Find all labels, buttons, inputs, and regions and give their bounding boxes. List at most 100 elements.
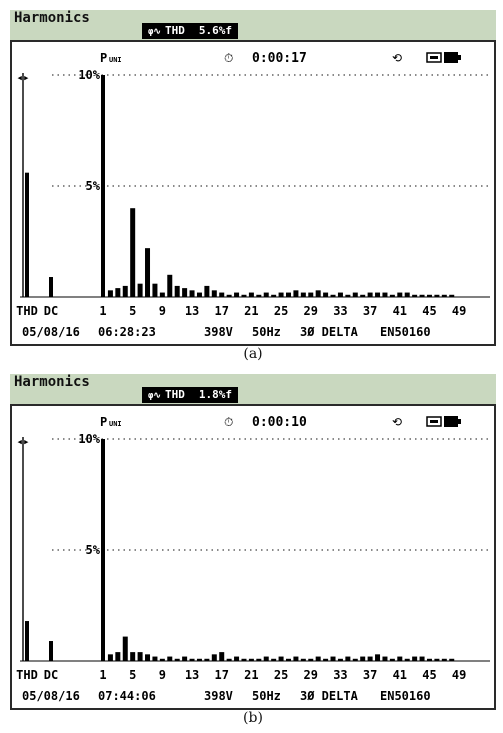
- bar-37: [367, 292, 373, 297]
- bar-17: [219, 652, 225, 661]
- caption-b: (b): [243, 710, 263, 726]
- header-bar: Harmonics φ∿ THD 1.8%f: [10, 374, 496, 404]
- battery-icon: [426, 52, 461, 63]
- bar-2: [107, 654, 113, 661]
- bar-2: [107, 290, 113, 297]
- thd-readout: φ∿ THD 1.8%f: [142, 387, 238, 403]
- cursor-arrows-icon: ◂▸: [16, 435, 29, 448]
- bar-7: [145, 654, 151, 661]
- x-tick-label: 5: [129, 668, 136, 682]
- bar-38: [375, 654, 381, 661]
- bar-16: [211, 654, 217, 661]
- bar-45: [426, 294, 432, 297]
- bar-44: [419, 294, 425, 297]
- bar-23: [263, 656, 269, 661]
- battery-tip-icon: [458, 55, 461, 60]
- bar-28: [300, 658, 306, 661]
- bar-32: [330, 294, 336, 297]
- thd-label: THD: [164, 24, 185, 37]
- bar-37: [367, 656, 373, 661]
- cursor-arrows-icon: ◂▸: [16, 71, 29, 84]
- bar-8: [152, 656, 158, 661]
- bar-43: [412, 656, 418, 661]
- bar-40: [389, 658, 395, 661]
- bar-47: [441, 658, 447, 661]
- x-tick-label: 49: [452, 304, 466, 318]
- bar-34: [345, 294, 351, 297]
- analyzer-screen-b: Harmonics φ∿ THD 1.8%f P UNI ⏱ 0:00:10 ⟲ 10% 5% ◂…: [10, 374, 496, 710]
- x-tick-label: 17: [214, 668, 228, 682]
- y-tick-label: 10%: [78, 432, 100, 446]
- bar-33: [337, 292, 343, 297]
- bar-11: [174, 285, 180, 297]
- bar-19: [234, 292, 240, 297]
- bar-30: [315, 656, 321, 661]
- elapsed-time: 0:00:10: [252, 415, 307, 430]
- thd-value: 1.8%f: [198, 388, 232, 401]
- bar-45: [426, 658, 432, 661]
- bar-11: [174, 658, 180, 661]
- footer-time: 07:44:06: [98, 689, 156, 703]
- x-tick-label: 41: [393, 668, 407, 682]
- bar-THD: [25, 621, 29, 661]
- mode-sub-label: UNI: [109, 420, 122, 428]
- x-tick-label: 45: [422, 668, 436, 682]
- battery-body-icon: [444, 416, 458, 427]
- bar-24: [271, 294, 277, 297]
- bar-35: [352, 292, 358, 297]
- x-tick-label: DC: [44, 668, 58, 682]
- x-tick-label: 41: [393, 304, 407, 318]
- footer-voltage: 398V: [204, 325, 233, 339]
- bar-5: [130, 208, 136, 297]
- mode-sub-label: UNI: [109, 56, 122, 64]
- footer-time: 06:28:23: [98, 325, 156, 339]
- bar-1: [101, 439, 105, 661]
- thd-readout: φ∿ THD 5.6%f: [142, 23, 238, 39]
- bar-7: [145, 248, 151, 297]
- footer-standard: EN50160: [380, 325, 431, 339]
- bar-39: [382, 292, 388, 297]
- bar-20: [241, 658, 247, 661]
- mode-label: P: [100, 415, 107, 429]
- harmonics-chart: P UNI ⏱ 0:00:17 ⟲ 10% 5% ◂▸ THD DC 1 5 9 13 17 21 25 29 33…: [16, 51, 490, 339]
- bar-8: [152, 283, 158, 297]
- y-tick-label: 10%: [78, 68, 100, 82]
- chart-area: P UNI ⏱ 0:00:17 ⟲ 10% 5% ◂▸ THD DC 1 5 9 13 17 21 25 29 33…: [10, 40, 496, 346]
- x-tick-label: 21: [244, 668, 258, 682]
- bar-9: [159, 292, 165, 297]
- bar-17: [219, 292, 225, 297]
- x-tick-label: 45: [422, 304, 436, 318]
- x-tick-label: 13: [185, 668, 199, 682]
- footer-voltage: 398V: [204, 689, 233, 703]
- footer-frequency: 50Hz: [252, 325, 281, 339]
- bar-28: [300, 292, 306, 297]
- bar-3: [115, 288, 121, 297]
- x-tick-label: 49: [452, 668, 466, 682]
- x-tick-label: 1: [99, 304, 106, 318]
- bar-48: [449, 658, 455, 661]
- recycle-icon: ⟲: [392, 415, 402, 429]
- bar-38: [375, 292, 381, 297]
- bar-44: [419, 656, 425, 661]
- recycle-icon: ⟲: [392, 51, 402, 65]
- bar-6: [137, 283, 143, 297]
- bar-48: [449, 294, 455, 297]
- x-tick-label: DC: [44, 304, 58, 318]
- bar-31: [323, 292, 329, 297]
- bar-40: [389, 294, 395, 297]
- bar-22: [256, 658, 262, 661]
- thd-label: THD: [164, 388, 185, 401]
- bar-39: [382, 656, 388, 661]
- x-tick-label: 9: [159, 304, 166, 318]
- bar-42: [404, 292, 410, 297]
- bar-9: [159, 658, 165, 661]
- y-tick-label: 5%: [86, 179, 101, 193]
- bar-26: [286, 658, 291, 661]
- phase-icon: φ∿: [148, 391, 161, 401]
- x-tick-label: 33: [333, 668, 347, 682]
- bar-46: [434, 658, 440, 661]
- battery-icon: [426, 416, 461, 427]
- bar-24: [271, 658, 277, 661]
- caption-a: (a): [243, 346, 263, 362]
- x-tick-label: 29: [304, 668, 318, 682]
